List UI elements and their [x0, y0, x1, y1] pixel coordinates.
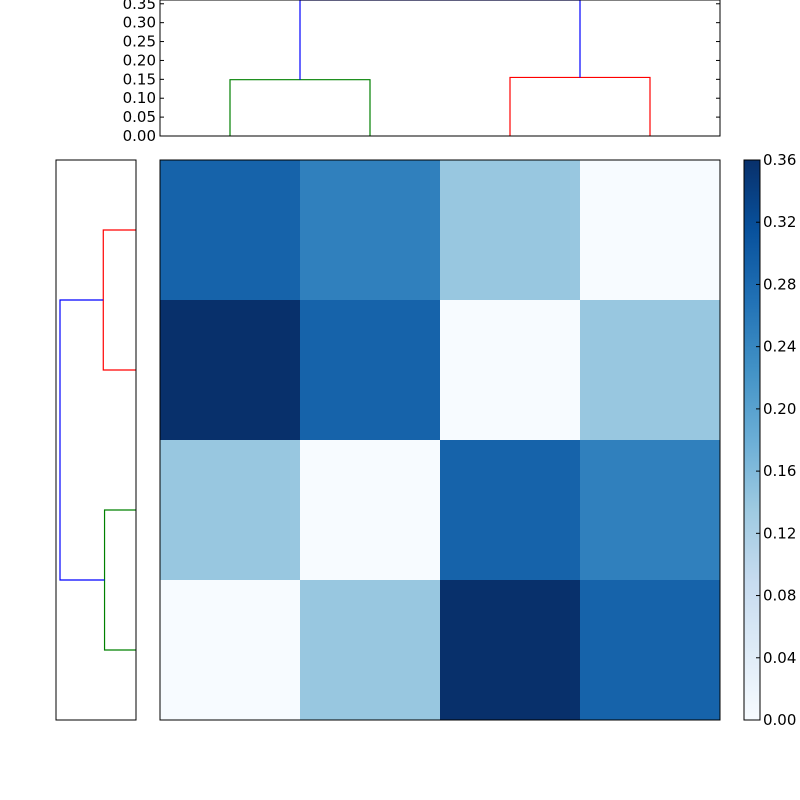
top-dendrogram-ytick-label: 0.10 [123, 89, 156, 107]
colorbar-tick-label: 0.32 [763, 213, 796, 231]
colorbar-gradient [744, 160, 760, 720]
colorbar: 0.00 0.04 0.08 0.12 0.16 0.20 0.24 0.28 0.32 0.36 [743, 151, 796, 729]
top-dendrogram-ytick-label: 0.25 [123, 33, 156, 51]
heatmap-cell [160, 160, 301, 301]
left-dendrogram [55, 159, 137, 721]
heatmap-cell [580, 440, 721, 581]
top-dendrogram: 0.000.050.100.150.200.250.300.35 [123, 0, 721, 145]
top-dendrogram-ytick-label: 0.05 [123, 108, 156, 126]
left-dendrogram-frame [55, 159, 137, 721]
colorbar-frame [743, 159, 761, 721]
heatmap-cell [160, 440, 301, 581]
colorbar-tick-label: 0.08 [763, 587, 796, 605]
colorbar-tick-label: 0.00 [763, 711, 796, 729]
heatmap-cell [300, 440, 441, 581]
left-dendrogram-link [103, 509, 136, 651]
heatmap-cell [580, 300, 721, 441]
heatmap-cell [160, 300, 301, 441]
heatmap-cell [300, 160, 441, 301]
colorbar-tick-label: 0.24 [763, 338, 796, 356]
colorbar-tick-label: 0.04 [763, 649, 796, 667]
heatmap-cell [440, 440, 581, 581]
colorbar-tick-label: 0.20 [763, 400, 796, 418]
heatmap-cell [440, 580, 581, 721]
heatmap-cell [300, 300, 441, 441]
top-dendrogram-ytick-label: 0.20 [123, 51, 156, 69]
top-dendrogram-link [229, 79, 371, 136]
top-dendrogram-link [299, 0, 581, 80]
heatmap-cell [300, 580, 441, 721]
heatmap [159, 159, 721, 721]
colorbar-tick-label: 0.28 [763, 275, 796, 293]
colorbar-tick-label: 0.36 [763, 151, 796, 169]
left-dendrogram-link [59, 299, 105, 581]
heatmap-cell [580, 160, 721, 301]
heatmap-cell [160, 580, 301, 721]
colorbar-tick-label: 0.12 [763, 524, 796, 542]
left-dendrogram-link [102, 229, 136, 371]
heatmap-cell [440, 160, 581, 301]
colorbar-tick-label: 0.16 [763, 462, 796, 480]
top-dendrogram-ytick-label: 0.35 [123, 0, 156, 13]
heatmap-cell [580, 580, 721, 721]
top-dendrogram-ytick-label: 0.30 [123, 14, 156, 32]
top-dendrogram-link [509, 76, 651, 136]
heatmap-cell [440, 300, 581, 441]
heatmap-frame [159, 159, 721, 721]
top-dendrogram-ytick-label: 0.00 [123, 127, 156, 145]
top-dendrogram-frame [159, 0, 721, 137]
top-dendrogram-ytick-label: 0.15 [123, 70, 156, 88]
